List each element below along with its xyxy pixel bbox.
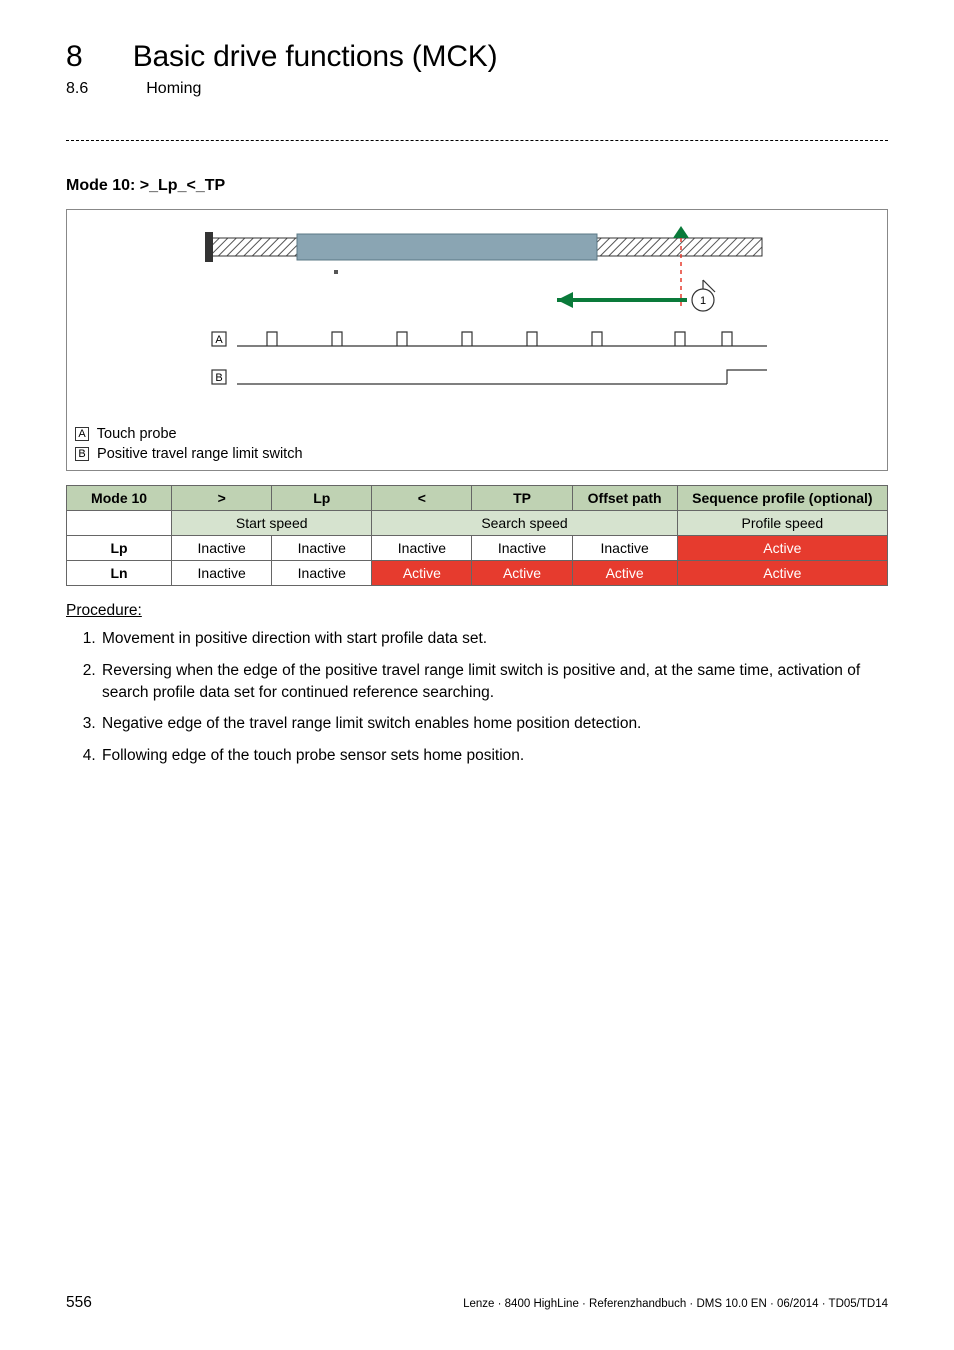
procedure-step: Negative edge of the travel range limit … <box>100 713 888 735</box>
table-row-ln: Ln Inactive Inactive Active Active Activ… <box>67 561 888 586</box>
legend-a-box: A <box>75 427 89 441</box>
divider <box>66 140 888 141</box>
cell: Inactive <box>372 536 472 561</box>
diagram-label-a: A <box>215 334 223 346</box>
step-marker-1: 1 <box>700 295 706 307</box>
section-number: 8.6 <box>66 80 88 98</box>
procedure-step: Following edge of the touch probe sensor… <box>100 745 888 767</box>
section-title: Homing <box>146 80 201 98</box>
th-c6: Sequence profile (optional) <box>677 486 887 511</box>
mode-heading: Mode 10: >_Lp_<_TP <box>66 177 888 195</box>
legend-b-text: Positive travel range limit switch <box>93 446 303 462</box>
footer-info: Lenze · 8400 HighLine · Referenzhandbuch… <box>463 1298 888 1310</box>
th-c4: TP <box>472 486 572 511</box>
th-c1: > <box>172 486 272 511</box>
procedure-heading: Procedure: <box>66 602 888 620</box>
procedure-step: Movement in positive direction with star… <box>100 628 888 650</box>
cell: Inactive <box>472 536 572 561</box>
th-c3: < <box>372 486 472 511</box>
cell: Inactive <box>572 536 677 561</box>
th-start-speed: Start speed <box>172 511 372 536</box>
procedure-step: Reversing when the edge of the positive … <box>100 660 888 703</box>
th-c5: Offset path <box>572 486 677 511</box>
diagram-svg: 1 <box>67 220 887 410</box>
chapter-title: Basic drive functions (MCK) <box>133 40 498 74</box>
cell: Inactive <box>272 536 372 561</box>
homing-diagram: 1 <box>66 209 888 471</box>
legend-a-text: Touch probe <box>93 426 177 442</box>
legend-b-box: B <box>75 447 89 461</box>
page-footer: 556 Lenze · 8400 HighLine · Referenzhand… <box>66 1294 888 1312</box>
diagram-label-b: B <box>215 372 222 384</box>
table-row-lp: Lp Inactive Inactive Inactive Inactive I… <box>67 536 888 561</box>
procedure-list: Movement in positive direction with star… <box>66 628 888 766</box>
row-label-lp: Lp <box>67 536 172 561</box>
page-number: 556 <box>66 1294 92 1312</box>
cell: Active <box>677 536 887 561</box>
cell: Inactive <box>272 561 372 586</box>
th-profile-speed: Profile speed <box>677 511 887 536</box>
cell: Inactive <box>172 536 272 561</box>
cell: Active <box>572 561 677 586</box>
legend-b: B Positive travel range limit switch <box>75 445 879 465</box>
cell: Active <box>472 561 572 586</box>
chapter-number: 8 <box>66 40 83 74</box>
cell: Inactive <box>172 561 272 586</box>
mode-table: Mode 10 > Lp < TP Offset path Sequence p… <box>66 485 888 586</box>
th-search-speed: Search speed <box>372 511 677 536</box>
row-label-ln: Ln <box>67 561 172 586</box>
th-blank <box>67 511 172 536</box>
th-mode: Mode 10 <box>67 486 172 511</box>
cell: Active <box>372 561 472 586</box>
cell: Active <box>677 561 887 586</box>
legend-a: A Touch probe <box>75 425 879 445</box>
th-c2: Lp <box>272 486 372 511</box>
